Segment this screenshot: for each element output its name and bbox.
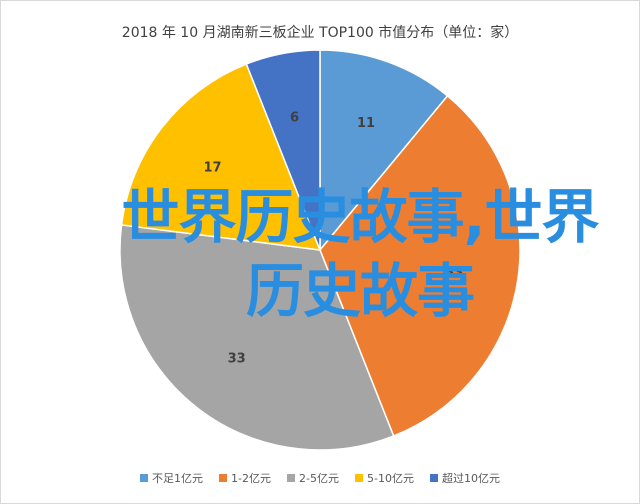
legend-swatch (287, 474, 296, 482)
legend-label: 2-5亿元 (299, 472, 339, 485)
watermark-overlay-text: 世界历史故事,世界历史故事 (121, 183, 599, 325)
legend-item: 不足1亿元 (140, 470, 203, 486)
legend: 不足1亿元 1-2亿元 2-5亿元 5-10亿元 超过10亿元 (0, 470, 640, 486)
pie-slice (245, 49, 321, 251)
legend-label: 不足1亿元 (152, 472, 204, 485)
chart-title: 2018 年 10 月湖南新三板企业 TOP100 市值分布（单位：家） (121, 25, 519, 41)
legend-swatch (429, 474, 438, 482)
legend-item: 超过10亿元 (429, 470, 500, 486)
pie-slice (319, 94, 521, 437)
slice-value-label: 33 (228, 351, 246, 366)
pie-slice (119, 224, 395, 451)
slice-value-label: 11 (357, 116, 375, 131)
legend-label: 5-10亿元 (366, 472, 414, 485)
legend-label: 超过10亿元 (441, 472, 500, 485)
slice-value-label: 6 (290, 110, 299, 125)
legend-swatch (140, 474, 149, 482)
legend-item: 5-10亿元 (354, 470, 414, 486)
pie-slice (319, 49, 449, 253)
legend-item: 2-5亿元 (287, 470, 339, 486)
legend-label: 1-2亿元 (231, 472, 272, 485)
legend-item: 1-2亿元 (219, 470, 271, 486)
slice-value-label: 33 (445, 265, 463, 280)
pie-slice (120, 63, 322, 251)
legend-swatch (219, 474, 228, 482)
legend-swatch (354, 474, 363, 482)
slice-value-label: 17 (203, 161, 221, 176)
